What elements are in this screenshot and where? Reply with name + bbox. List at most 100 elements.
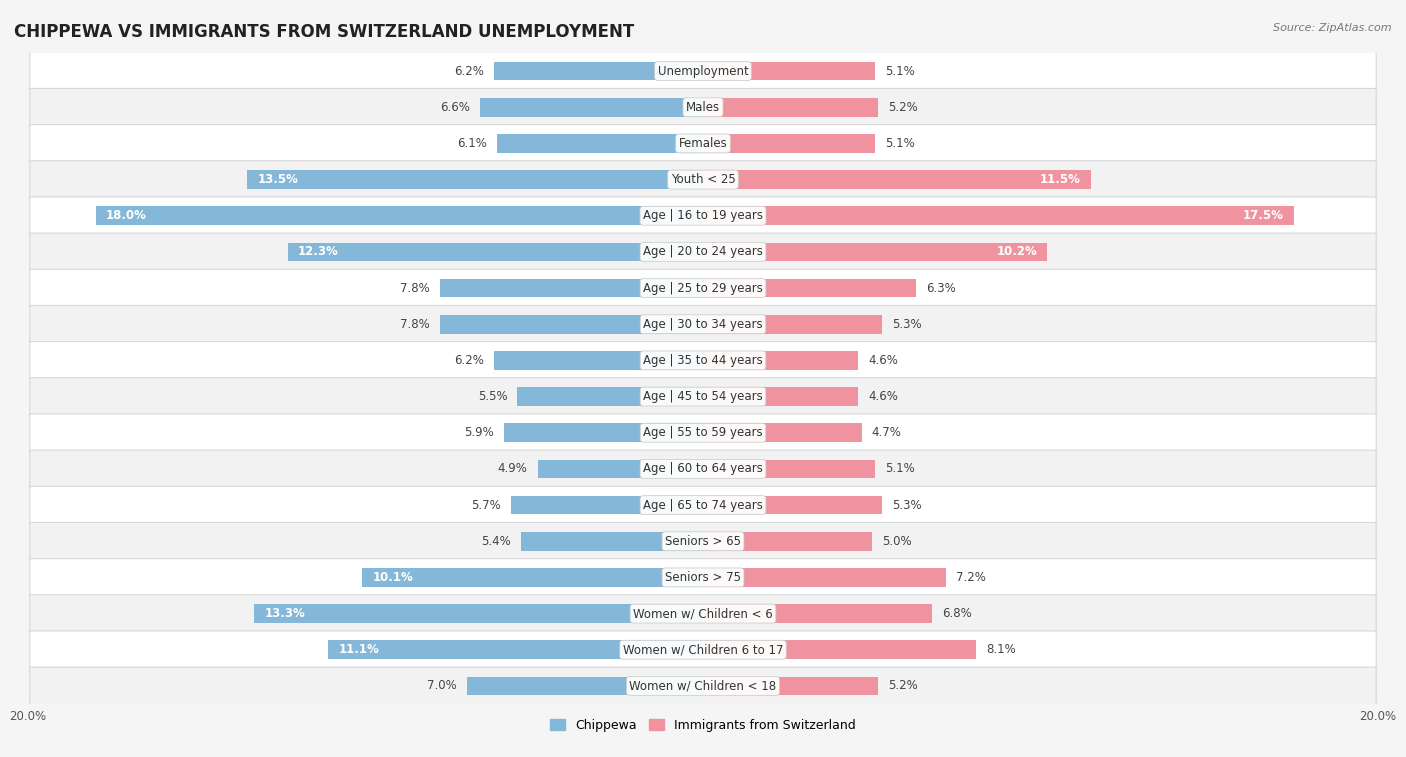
- FancyBboxPatch shape: [30, 631, 1376, 668]
- Text: 7.8%: 7.8%: [399, 318, 430, 331]
- Text: 13.3%: 13.3%: [264, 607, 305, 620]
- FancyBboxPatch shape: [30, 89, 1376, 126]
- Bar: [494, 61, 703, 80]
- Text: 5.2%: 5.2%: [889, 680, 918, 693]
- Text: Women w/ Children < 18: Women w/ Children < 18: [630, 680, 776, 693]
- Bar: [703, 207, 1294, 225]
- Bar: [510, 496, 703, 515]
- Text: 6.8%: 6.8%: [942, 607, 973, 620]
- FancyBboxPatch shape: [30, 522, 1376, 560]
- Text: Age | 55 to 59 years: Age | 55 to 59 years: [643, 426, 763, 439]
- Text: Seniors > 65: Seniors > 65: [665, 534, 741, 548]
- Text: Age | 45 to 54 years: Age | 45 to 54 years: [643, 390, 763, 403]
- Text: 5.7%: 5.7%: [471, 499, 501, 512]
- Bar: [537, 459, 703, 478]
- Bar: [247, 170, 703, 189]
- FancyBboxPatch shape: [30, 125, 1376, 162]
- Text: 5.1%: 5.1%: [886, 463, 915, 475]
- Text: 4.6%: 4.6%: [869, 390, 898, 403]
- Text: 5.3%: 5.3%: [891, 318, 921, 331]
- Legend: Chippewa, Immigrants from Switzerland: Chippewa, Immigrants from Switzerland: [546, 714, 860, 737]
- Text: Males: Males: [686, 101, 720, 114]
- Text: Females: Females: [679, 137, 727, 150]
- Text: 7.8%: 7.8%: [399, 282, 430, 294]
- Bar: [467, 677, 703, 696]
- FancyBboxPatch shape: [30, 233, 1376, 271]
- Text: 5.0%: 5.0%: [882, 534, 911, 548]
- Bar: [363, 568, 703, 587]
- Text: 13.5%: 13.5%: [257, 173, 298, 186]
- Bar: [440, 315, 703, 334]
- Text: Unemployment: Unemployment: [658, 64, 748, 77]
- Bar: [703, 279, 915, 298]
- Bar: [440, 279, 703, 298]
- Bar: [520, 532, 703, 550]
- Text: Women w/ Children 6 to 17: Women w/ Children 6 to 17: [623, 643, 783, 656]
- Text: Age | 25 to 29 years: Age | 25 to 29 years: [643, 282, 763, 294]
- Text: 11.5%: 11.5%: [1040, 173, 1081, 186]
- Text: 5.4%: 5.4%: [481, 534, 510, 548]
- Bar: [703, 134, 875, 153]
- FancyBboxPatch shape: [30, 305, 1376, 343]
- FancyBboxPatch shape: [30, 52, 1376, 90]
- Text: 7.2%: 7.2%: [956, 571, 986, 584]
- Text: 5.1%: 5.1%: [886, 137, 915, 150]
- Text: Age | 35 to 44 years: Age | 35 to 44 years: [643, 354, 763, 367]
- Bar: [703, 604, 932, 623]
- FancyBboxPatch shape: [30, 486, 1376, 524]
- FancyBboxPatch shape: [30, 341, 1376, 379]
- Text: Women w/ Children < 6: Women w/ Children < 6: [633, 607, 773, 620]
- Text: Seniors > 75: Seniors > 75: [665, 571, 741, 584]
- FancyBboxPatch shape: [30, 414, 1376, 452]
- Bar: [703, 98, 879, 117]
- Text: 6.2%: 6.2%: [454, 354, 484, 367]
- Bar: [703, 315, 882, 334]
- Bar: [703, 640, 976, 659]
- Bar: [503, 423, 703, 442]
- Text: 10.2%: 10.2%: [997, 245, 1038, 258]
- Bar: [288, 242, 703, 261]
- Text: 5.9%: 5.9%: [464, 426, 494, 439]
- Bar: [703, 677, 879, 696]
- Text: Source: ZipAtlas.com: Source: ZipAtlas.com: [1274, 23, 1392, 33]
- Text: 5.3%: 5.3%: [891, 499, 921, 512]
- FancyBboxPatch shape: [30, 559, 1376, 597]
- FancyBboxPatch shape: [30, 197, 1376, 235]
- Text: 10.1%: 10.1%: [373, 571, 413, 584]
- Text: Age | 65 to 74 years: Age | 65 to 74 years: [643, 499, 763, 512]
- Bar: [494, 351, 703, 370]
- Bar: [703, 387, 858, 406]
- FancyBboxPatch shape: [30, 378, 1376, 416]
- Text: 4.9%: 4.9%: [498, 463, 527, 475]
- Bar: [96, 207, 703, 225]
- Bar: [703, 532, 872, 550]
- Text: Age | 30 to 34 years: Age | 30 to 34 years: [643, 318, 763, 331]
- FancyBboxPatch shape: [30, 667, 1376, 705]
- Bar: [481, 98, 703, 117]
- Bar: [703, 496, 882, 515]
- Text: 5.2%: 5.2%: [889, 101, 918, 114]
- Text: 6.1%: 6.1%: [457, 137, 486, 150]
- Text: Age | 60 to 64 years: Age | 60 to 64 years: [643, 463, 763, 475]
- FancyBboxPatch shape: [30, 269, 1376, 307]
- Text: Age | 16 to 19 years: Age | 16 to 19 years: [643, 209, 763, 223]
- Bar: [703, 351, 858, 370]
- Text: 6.6%: 6.6%: [440, 101, 470, 114]
- Text: 5.1%: 5.1%: [886, 64, 915, 77]
- Text: 5.5%: 5.5%: [478, 390, 508, 403]
- Text: 11.1%: 11.1%: [339, 643, 380, 656]
- Bar: [703, 242, 1047, 261]
- Bar: [703, 170, 1091, 189]
- FancyBboxPatch shape: [30, 595, 1376, 632]
- Text: 6.2%: 6.2%: [454, 64, 484, 77]
- Bar: [703, 423, 862, 442]
- FancyBboxPatch shape: [30, 450, 1376, 488]
- Bar: [703, 459, 875, 478]
- Text: 8.1%: 8.1%: [987, 643, 1017, 656]
- Text: 12.3%: 12.3%: [298, 245, 339, 258]
- Bar: [703, 568, 946, 587]
- Bar: [329, 640, 703, 659]
- Text: 7.0%: 7.0%: [427, 680, 457, 693]
- Text: 4.6%: 4.6%: [869, 354, 898, 367]
- Text: 17.5%: 17.5%: [1243, 209, 1284, 223]
